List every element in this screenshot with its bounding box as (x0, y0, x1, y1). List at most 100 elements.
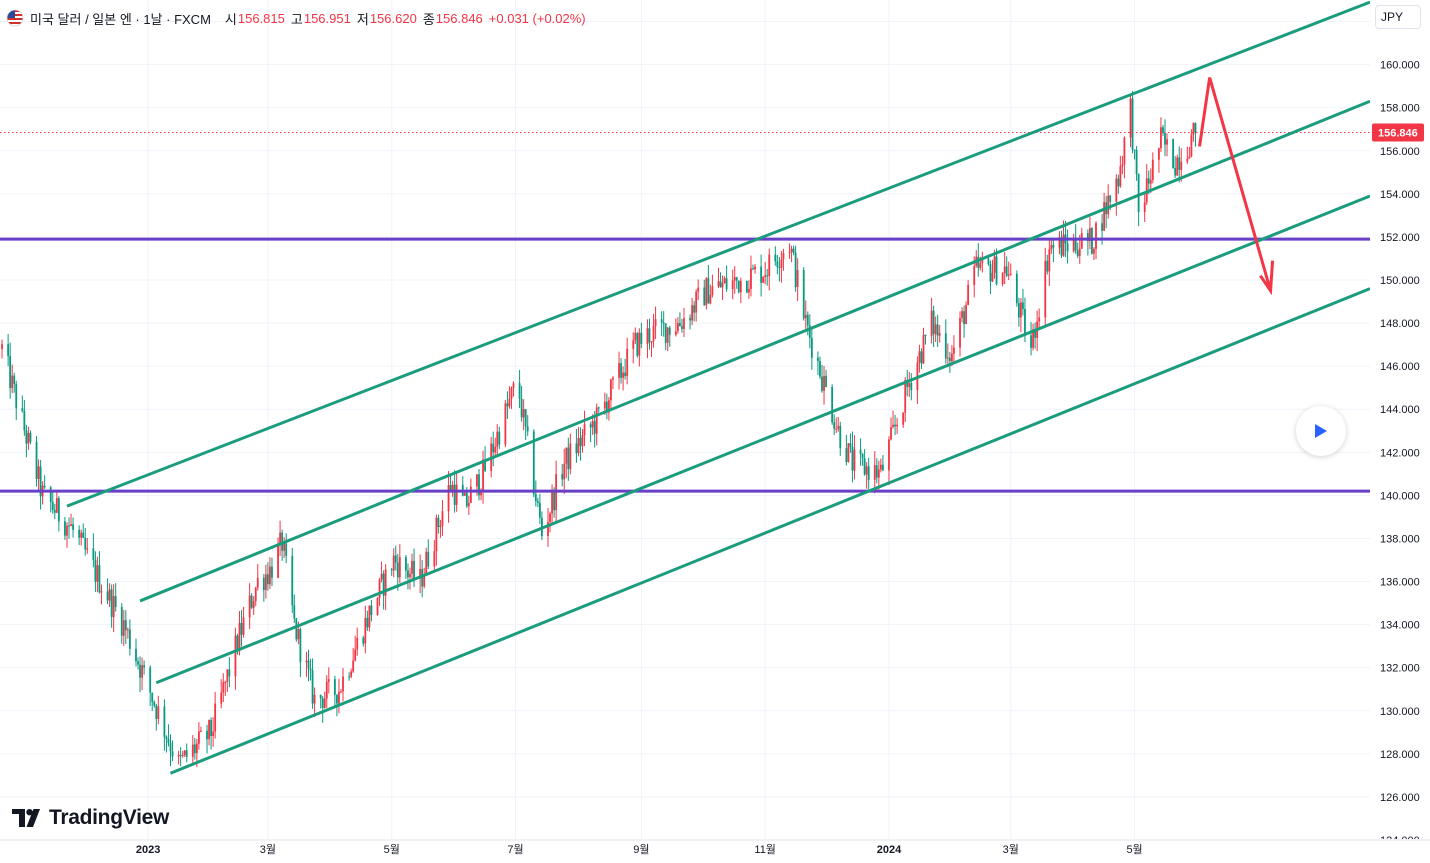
grid-layer (0, 0, 1370, 841)
candle-body (526, 426, 529, 432)
candle-body (1007, 274, 1010, 276)
candle-body (950, 353, 953, 362)
close-label: 종 (422, 11, 435, 27)
candle-body (185, 750, 188, 757)
candle-body (565, 447, 568, 464)
candle-body (764, 275, 767, 278)
candle-body (595, 407, 598, 434)
candle-body (128, 629, 131, 649)
candle-body (626, 348, 629, 377)
candle-body (108, 589, 111, 601)
candle-body (794, 252, 797, 288)
high-label: 고 (290, 11, 303, 27)
candle-body (662, 322, 665, 324)
currency-button[interactable]: JPY (1375, 5, 1421, 29)
x-tick-label: 7월 (507, 843, 523, 856)
forecast-arrow-head[interactable] (1259, 260, 1275, 296)
candle-body (177, 754, 180, 757)
channel-trend-line[interactable] (66, 0, 1371, 508)
candle-body (252, 601, 255, 608)
candle-body (193, 744, 196, 754)
candle-body (437, 517, 440, 528)
channel-trend-line[interactable] (139, 99, 1371, 603)
candle-body (780, 259, 783, 268)
forecast-arrow[interactable] (1198, 77, 1272, 292)
candle-body (7, 344, 10, 356)
candle-body (766, 275, 769, 277)
candle-body (325, 681, 328, 699)
candle-body (837, 425, 840, 429)
candle-body (376, 598, 379, 616)
candle-body (183, 750, 186, 756)
candle-body (465, 492, 468, 507)
channel-trend-line[interactable] (155, 194, 1371, 685)
candle-body (802, 270, 805, 319)
candle-body (522, 409, 525, 418)
candle-body (409, 573, 411, 578)
last-price-badge (1372, 123, 1424, 142)
candle-body (356, 637, 359, 650)
candle-body (297, 629, 300, 640)
candle-body (739, 280, 742, 293)
candle-body (930, 310, 933, 337)
candle-body (520, 398, 523, 418)
candle-body (340, 691, 342, 693)
candle-body (382, 573, 385, 596)
candle-body (1017, 303, 1020, 318)
candle-body (1115, 178, 1118, 202)
candle-body (1174, 167, 1177, 176)
candle-body (806, 314, 809, 326)
candle-body (1188, 156, 1191, 159)
channel-trend-line[interactable] (169, 287, 1371, 775)
candle-body (989, 264, 992, 282)
candle-body (1050, 245, 1053, 250)
candle-body (1162, 127, 1164, 134)
candle-body (220, 692, 223, 704)
candle-body (336, 694, 338, 704)
candle-body (139, 664, 141, 678)
candle-body (368, 605, 371, 628)
candle-body (398, 557, 401, 578)
candle-body (504, 403, 507, 445)
symbol-header[interactable]: 미국 달러 / 일본 엔 · 1날 · FXCM 시 156.815 고 156… (6, 8, 586, 28)
candle-body (697, 287, 700, 292)
x-tick-label: 3월 (1003, 843, 1019, 856)
x-tick-label: 9월 (633, 843, 649, 856)
candle-body (392, 555, 395, 571)
candle-body (419, 568, 422, 579)
play-button[interactable] (1296, 406, 1346, 456)
candle-body (524, 409, 527, 427)
candle-body (705, 278, 708, 306)
candle-body (934, 324, 937, 335)
candle-body (851, 446, 854, 471)
candle-body (155, 705, 158, 719)
candle-body (561, 474, 564, 480)
candle-body (141, 665, 143, 678)
tradingview-logo[interactable]: TradingView (12, 806, 169, 830)
play-icon (1315, 424, 1327, 438)
candle-body (1009, 273, 1012, 275)
candle-body (737, 280, 740, 293)
candle-body (92, 548, 95, 560)
candle-body (674, 331, 677, 335)
candle-body (484, 459, 486, 471)
candle-body (1158, 148, 1160, 160)
candle-body (66, 525, 68, 536)
candle-body (620, 363, 622, 378)
candle-body (1166, 139, 1168, 145)
drawing-layer[interactable] (0, 0, 1371, 775)
candle-body (508, 398, 511, 407)
candle-body (948, 357, 951, 362)
candle-body (1131, 98, 1134, 150)
candle-body (683, 318, 685, 329)
candle-body (833, 422, 836, 429)
candle-body (234, 635, 237, 677)
candle-body (435, 517, 438, 552)
y-tick-label: 136.000 (1380, 577, 1420, 589)
candle-body (1143, 202, 1146, 213)
y-tick-label: 150.000 (1380, 275, 1420, 287)
candle-body (717, 281, 720, 287)
